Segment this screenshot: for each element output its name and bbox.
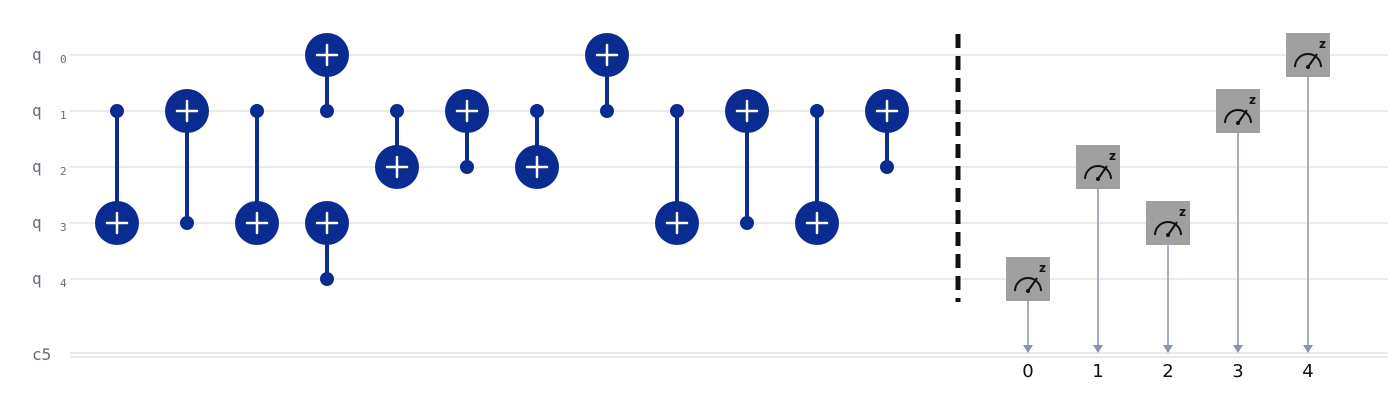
classical-register-label: c5 <box>32 345 51 364</box>
qubit-label: q <box>32 45 42 64</box>
meter-needle <box>1167 221 1178 236</box>
meter-icon <box>1294 53 1322 68</box>
control-dot <box>810 104 824 118</box>
measure-arrow <box>1233 345 1243 353</box>
meter-pivot <box>1306 65 1310 69</box>
classical-bit-label: 1 <box>1092 361 1103 382</box>
control-dot <box>320 272 334 286</box>
control-dot <box>110 104 124 118</box>
measure-gate: z0 <box>1006 257 1050 382</box>
control-dot <box>460 160 474 174</box>
cnot-gate <box>305 201 349 286</box>
control-dot <box>530 104 544 118</box>
cnot-gate <box>235 104 279 245</box>
gate-layer <box>95 33 909 286</box>
measure-arrow <box>1163 345 1173 353</box>
meter-needle <box>1097 165 1108 180</box>
cnot-gate <box>795 104 839 245</box>
control-dot <box>180 216 194 230</box>
cnot-gate <box>445 89 489 174</box>
control-dot <box>880 160 894 174</box>
control-dot <box>320 104 334 118</box>
meter-pivot <box>1026 289 1030 293</box>
classical-bit-label: 0 <box>1022 361 1033 382</box>
classical-bit-label: 2 <box>1162 361 1173 382</box>
cnot-gate <box>515 104 559 189</box>
meter-needle <box>1307 53 1318 68</box>
measure-basis: z <box>1109 149 1116 163</box>
measure-arrow <box>1023 345 1033 353</box>
measure-gate: z4 <box>1286 33 1330 382</box>
qubit-wires <box>70 54 1388 358</box>
cnot-gate <box>95 104 139 245</box>
cnot-gate <box>585 33 629 118</box>
control-dot <box>250 104 264 118</box>
cnot-gate <box>725 89 769 230</box>
cnot-gate <box>165 89 209 230</box>
qubit-index: 2 <box>60 165 67 178</box>
qubit-index: 3 <box>60 221 67 234</box>
meter-icon <box>1154 221 1182 236</box>
wire-labels: q 0 q 1 q 2 q 3 q 4 c5 <box>32 45 67 364</box>
measure-basis: z <box>1039 261 1046 275</box>
cnot-gate <box>375 104 419 189</box>
measure-basis: z <box>1249 93 1256 107</box>
meter-pivot <box>1236 121 1240 125</box>
qubit-label: q <box>32 213 42 232</box>
control-dot <box>740 216 754 230</box>
meter-needle <box>1027 277 1038 292</box>
measure-gate: z2 <box>1146 201 1190 382</box>
control-dot <box>600 104 614 118</box>
measure-basis: z <box>1179 205 1186 219</box>
qubit-index: 4 <box>60 277 67 290</box>
classical-bit-label: 3 <box>1232 361 1243 382</box>
measure-arrow <box>1093 345 1103 353</box>
meter-pivot <box>1096 177 1100 181</box>
cnot-gate <box>305 33 349 118</box>
qubit-label: q <box>32 157 42 176</box>
meter-icon <box>1014 277 1042 292</box>
meter-icon <box>1084 165 1112 180</box>
control-dot <box>390 104 404 118</box>
qubit-label: q <box>32 269 42 288</box>
measure-basis: z <box>1319 37 1326 51</box>
qubit-label: q <box>32 101 42 120</box>
control-dot <box>670 104 684 118</box>
cnot-gate <box>655 104 699 245</box>
qubit-index: 0 <box>60 53 67 66</box>
classical-bit-label: 4 <box>1302 361 1313 382</box>
meter-pivot <box>1166 233 1170 237</box>
cnot-gate <box>865 89 909 174</box>
measure-arrow <box>1303 345 1313 353</box>
meter-needle <box>1237 109 1248 124</box>
measure-gate: z1 <box>1076 145 1120 382</box>
qubit-index: 1 <box>60 109 67 122</box>
meter-icon <box>1224 109 1252 124</box>
measure-gate: z3 <box>1216 89 1260 382</box>
